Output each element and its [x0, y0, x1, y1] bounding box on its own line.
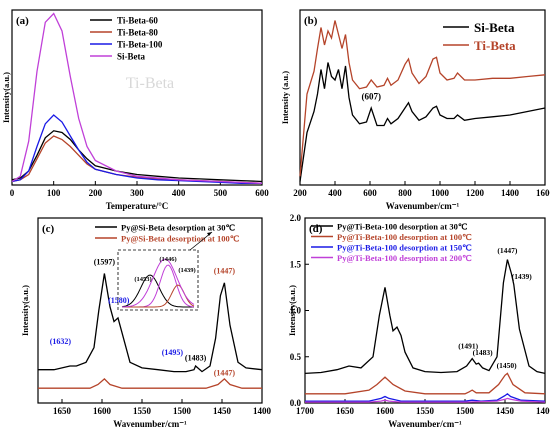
x-tick-label: 1000 — [431, 188, 450, 198]
panel-a: 0 100 200 300 400 500 600 Temperature/°C Intensi… — [1, 9, 269, 211]
x-tick-label: 1400 — [501, 188, 520, 198]
series-line — [299, 20, 546, 177]
x-axis-label: Wavenumber/cm⁻¹ — [113, 419, 187, 429]
y-axis-label: Intensity (a.u.) — [280, 71, 290, 124]
y-axis-label: Intensity(a.u.) — [287, 285, 297, 336]
series-line — [305, 392, 546, 402]
peak-label: (1491) — [458, 341, 478, 350]
inset-label: (1446) — [159, 256, 176, 263]
x-tick-label: 600 — [363, 188, 377, 198]
series-line — [11, 12, 263, 184]
peak-label: (1447) — [214, 267, 236, 276]
x-tick-label: 1700 — [296, 406, 315, 416]
series-line — [299, 62, 546, 182]
inset-arrow-head — [207, 232, 212, 236]
y-tick-label: 0.5 — [290, 352, 302, 362]
x-tick-label: 1200 — [466, 188, 485, 198]
panel-b: 200 400 600 800 1000 1200 1400 1600 Wavenumber/c… — [280, 9, 550, 211]
faint-overlay-text: Ti-Beta — [126, 75, 174, 92]
inset-envelope — [122, 258, 195, 308]
inset-curve-1453 — [121, 274, 194, 308]
plot-frame — [299, 9, 546, 186]
x-tick-label: 400 — [328, 188, 342, 198]
peak-label: (1580) — [108, 296, 130, 305]
x-tick-label: 1400 — [536, 406, 550, 416]
x-tick-label: 200 — [89, 188, 103, 198]
y-tick-label: 1.5 — [290, 259, 302, 269]
x-tick-label: 1500 — [456, 406, 475, 416]
series-line — [11, 130, 263, 183]
legend-entry: Ti-Beta-100 — [117, 40, 163, 50]
x-tick-label: 500 — [214, 188, 228, 198]
legend-entry: Ti-Beta-60 — [117, 16, 158, 26]
x-tick-label: 1450 — [496, 406, 515, 416]
x-tick-label: 1600 — [536, 188, 550, 198]
peak-label: (1447) — [497, 246, 517, 255]
y-tick-label: 0.0 — [290, 398, 302, 408]
panel-label: (b) — [304, 15, 318, 27]
legend-entry: Py@Ti-Beta-100 desorption at 150℃ — [337, 243, 472, 253]
peak-label: (1483) — [185, 353, 207, 362]
x-tick-label: 1500 — [173, 406, 192, 416]
legend-entry: Py@Si-Beta desorption at 100℃ — [121, 234, 240, 244]
peak-label: (1483) — [473, 348, 493, 357]
x-tick-label: 200 — [293, 188, 307, 198]
inset-label: (1453) — [134, 276, 151, 283]
panel-c: 1650 1600 1550 1500 1450 1400 Wavenumber/cm⁻¹ I… — [20, 217, 272, 429]
panel-label: (a) — [16, 15, 29, 27]
y-tick-label: 1.0 — [290, 306, 302, 316]
x-axis-label: Temperature/°C — [106, 201, 169, 211]
legend-entry: Ti-Beta — [474, 38, 516, 53]
legend-entry: Py@Ti-Beta-100 desorption at 100℃ — [337, 232, 472, 242]
y-axis-label: Intensity(a.u.) — [20, 285, 30, 336]
x-tick-label: 1550 — [416, 406, 435, 416]
x-tick-label: 1400 — [253, 406, 272, 416]
panel-label: (c) — [42, 223, 55, 235]
series-line — [38, 378, 262, 389]
legend-entry: Si-Beta — [474, 20, 515, 35]
peak-label: (1632) — [50, 337, 72, 346]
x-tick-label: 1600 — [93, 406, 112, 416]
legend-entry: Py@Si-Beta desorption at 30℃ — [121, 223, 235, 233]
series-line — [305, 397, 546, 403]
series-line — [11, 114, 262, 184]
peak-label: (1495) — [162, 348, 184, 357]
x-tick-label: 0 — [10, 188, 15, 198]
x-tick-label: 1600 — [376, 406, 395, 416]
x-axis-label: Wavenumber/cm⁻¹ — [386, 201, 460, 211]
x-tick-label: 1650 — [336, 406, 355, 416]
peak-label: (1597) — [94, 257, 116, 266]
legend-entry: Ti-Beta-80 — [117, 28, 158, 38]
legend-entry: Py@Ti-Beta-100 desorption at 30℃ — [337, 222, 468, 232]
series-line — [38, 273, 263, 373]
y-tick-label: 2.0 — [290, 213, 302, 223]
x-tick-label: 100 — [47, 188, 61, 198]
inset-box — [117, 249, 199, 311]
peak-annotation: (607) — [361, 91, 381, 101]
peak-label: (1439) — [512, 272, 532, 281]
legend-entry: Si-Beta — [117, 52, 145, 62]
x-tick-label: 1650 — [53, 406, 72, 416]
peak-label: (1450) — [497, 361, 517, 370]
x-tick-label: 400 — [172, 188, 186, 198]
panel-d: 1700 1650 1600 1550 1500 1450 1400 Wavenumber/c… — [287, 213, 550, 429]
peak-label: (1447) — [214, 368, 236, 377]
series-line — [304, 259, 546, 375]
x-tick-label: 300 — [130, 188, 144, 198]
x-tick-label: 1450 — [213, 406, 232, 416]
x-axis-label: Wavenumber/cm⁻¹ — [388, 419, 462, 429]
y-axis-label: Intensity(a.u.) — [1, 72, 11, 123]
panel-label: (d) — [309, 223, 323, 235]
series-line — [305, 372, 546, 395]
x-tick-label: 800 — [398, 188, 412, 198]
x-tick-label: 600 — [255, 188, 269, 198]
plot-frame — [37, 217, 263, 404]
x-tick-label: 1550 — [133, 406, 152, 416]
inset-label: (1439) — [178, 267, 195, 274]
legend-entry: Py@Ti-Beta-100 desorption at 200℃ — [337, 253, 472, 263]
